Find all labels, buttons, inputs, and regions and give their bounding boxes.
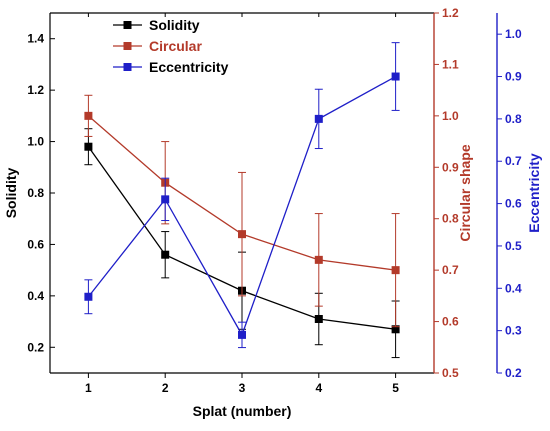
left-tick-label: 0.6	[27, 237, 44, 251]
legend-label-eccentricity: Eccentricity	[149, 59, 229, 75]
legend-item-solidity: Solidity	[113, 17, 200, 33]
legend-item-eccentricity: Eccentricity	[113, 59, 229, 75]
right-circular-tick-label: 1.2	[442, 6, 459, 20]
x-tick-label: 2	[162, 381, 169, 395]
right-eccentricity-tick-label: 0.3	[505, 324, 522, 338]
legend: Solidity Circular Eccentricity	[113, 17, 229, 75]
series-eccentricity	[84, 42, 400, 349]
axes: 1 2 3 4 5 Splat (number) 0.2 0.4 0.6 0.8 1.0 1.2 1.4…	[3, 6, 542, 419]
right-eccentricity-tick-label: 0.7	[505, 154, 522, 168]
right-circular-tick-label: 0.7	[442, 263, 459, 277]
data-point-eccentricity	[84, 292, 93, 301]
x-tick-label: 5	[392, 381, 399, 395]
left-axis-title: Solidity	[3, 168, 19, 219]
data-point-circular	[314, 255, 323, 264]
data-point-eccentricity	[314, 114, 323, 123]
x-axis-title: Splat (number)	[193, 403, 292, 419]
series	[84, 42, 400, 359]
right-eccentricity-tick-label: 0.6	[505, 197, 522, 211]
data-point-solidity	[314, 315, 323, 323]
left-tick-label: 0.8	[27, 186, 44, 200]
data-point-eccentricity	[161, 195, 170, 204]
right-circular-tick-label: 0.9	[442, 160, 459, 174]
right-eccentricity-tick-label: 0.4	[505, 281, 522, 295]
left-tick-label: 1.0	[27, 135, 44, 149]
right-eccentricity-tick-label: 0.8	[505, 112, 522, 126]
legend-label-circular: Circular	[149, 38, 202, 54]
x-tick-label: 1	[85, 381, 92, 395]
right-circular-tick-label: 0.5	[442, 366, 459, 380]
data-point-circular	[238, 230, 246, 239]
right-eccentricity-tick-label: 0.2	[505, 366, 522, 380]
data-point-circular	[391, 266, 400, 275]
right-eccentricity-tick-label: 1.0	[505, 27, 522, 41]
right-circular-axis-title: Circular shape	[457, 144, 473, 241]
x-tick-label: 3	[239, 381, 246, 395]
right-circular-tick-label: 1.0	[442, 109, 459, 123]
left-tick-label: 1.2	[27, 83, 44, 97]
right-circular-tick-label: 1.1	[442, 57, 459, 71]
data-point-circular	[84, 111, 93, 120]
right-circular-tick-label: 0.8	[442, 212, 459, 226]
right-eccentricity-tick-label: 0.9	[505, 70, 522, 84]
data-point-eccentricity	[238, 330, 246, 339]
data-point-eccentricity	[391, 72, 400, 81]
left-tick-label: 0.2	[27, 340, 44, 354]
series-circular	[84, 94, 400, 328]
data-point-solidity	[84, 142, 93, 151]
legend-item-circular: Circular	[113, 38, 202, 54]
x-tick-label: 4	[315, 381, 322, 395]
left-tick-label: 0.4	[27, 289, 44, 303]
data-point-solidity	[161, 250, 170, 259]
legend-label-solidity: Solidity	[149, 17, 200, 33]
data-point-solidity	[391, 325, 400, 334]
right-circular-tick-label: 0.6	[442, 315, 459, 329]
left-tick-label: 1.4	[27, 32, 44, 46]
right-eccentricity-tick-label: 0.5	[505, 239, 522, 253]
right-eccentricity-axis-title: Eccentricity	[526, 153, 542, 233]
